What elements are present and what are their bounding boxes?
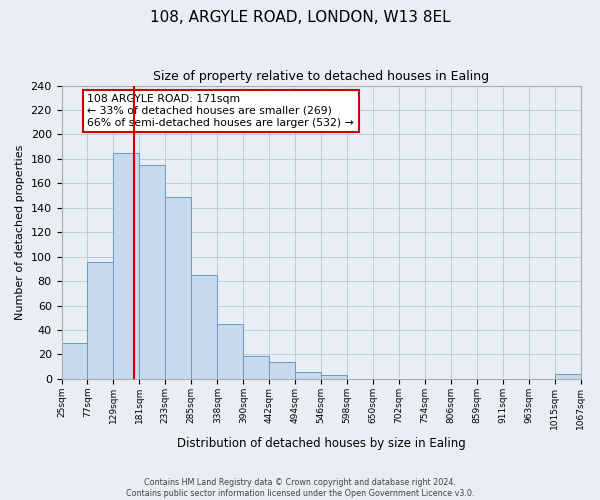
- Y-axis label: Number of detached properties: Number of detached properties: [15, 144, 25, 320]
- Bar: [321, 375, 347, 379]
- Text: 108, ARGYLE ROAD, LONDON, W13 8EL: 108, ARGYLE ROAD, LONDON, W13 8EL: [149, 10, 451, 25]
- Bar: [165, 197, 191, 379]
- Bar: [244, 356, 269, 379]
- Bar: [554, 374, 581, 379]
- X-axis label: Distribution of detached houses by size in Ealing: Distribution of detached houses by size …: [176, 437, 466, 450]
- Text: 108 ARGYLE ROAD: 171sqm
← 33% of detached houses are smaller (269)
66% of semi-d: 108 ARGYLE ROAD: 171sqm ← 33% of detache…: [88, 94, 354, 128]
- Bar: [113, 153, 139, 379]
- Bar: [217, 324, 244, 379]
- Bar: [191, 275, 217, 379]
- Title: Size of property relative to detached houses in Ealing: Size of property relative to detached ho…: [153, 70, 489, 83]
- Bar: [269, 362, 295, 379]
- Bar: [295, 372, 321, 379]
- Bar: [139, 165, 165, 379]
- Bar: [62, 344, 88, 379]
- Bar: [88, 262, 113, 379]
- Text: Contains HM Land Registry data © Crown copyright and database right 2024.
Contai: Contains HM Land Registry data © Crown c…: [126, 478, 474, 498]
